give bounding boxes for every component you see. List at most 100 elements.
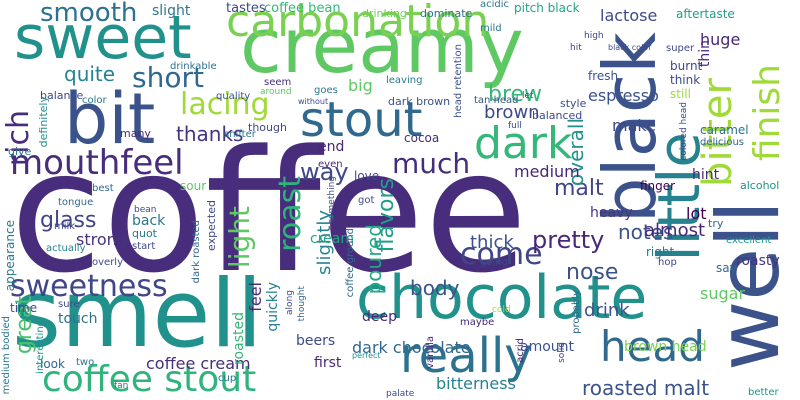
word-way: way xyxy=(300,158,349,186)
word-though: though xyxy=(248,121,287,134)
word-vanilla: vanilla xyxy=(425,336,436,369)
word-solid: solid xyxy=(557,342,567,363)
word-feel: feel xyxy=(246,282,265,312)
word-head: head xyxy=(600,322,705,371)
word-brown: brown xyxy=(484,102,540,123)
word-try: try xyxy=(708,217,724,230)
word-head-retention: head retention xyxy=(453,44,464,118)
word-smooth: smooth xyxy=(40,0,138,28)
word-finish: finish xyxy=(747,64,788,162)
word-burnt: burnt xyxy=(670,59,703,73)
word-cold: cold xyxy=(492,305,511,315)
word-goes: goes xyxy=(314,85,338,96)
word-cocoa: cocoa xyxy=(404,131,440,145)
word-color: color xyxy=(82,95,107,106)
word-brown-head: brown head xyxy=(624,339,707,355)
word-definitely: definitely xyxy=(37,96,50,148)
word-tan-head: tan head xyxy=(474,95,519,106)
word-coffee-stout: coffee stout xyxy=(42,359,257,400)
word-slight: slight xyxy=(152,3,191,19)
word-best: best xyxy=(92,183,114,194)
word-still: still xyxy=(670,87,691,101)
word-think: think xyxy=(670,73,701,87)
word-perfect: perfect xyxy=(352,351,381,360)
word-medium: medium xyxy=(514,162,580,181)
word-thought: thought xyxy=(297,286,307,322)
word-beers: beers xyxy=(296,333,336,349)
word-roasty: roasty xyxy=(736,253,780,269)
word-leaving: leaving xyxy=(386,75,423,86)
word-thick: thick xyxy=(470,232,514,253)
word-quite: quite xyxy=(64,62,116,86)
word-almost: almost xyxy=(644,220,706,241)
word-thanks: thanks xyxy=(176,122,244,146)
word-probably: probably xyxy=(571,290,582,334)
word-make: make xyxy=(612,116,656,135)
word-pitch-black: pitch black xyxy=(514,1,580,15)
word-medium-bodied: medium bodied xyxy=(1,316,12,395)
word-bean: bean xyxy=(134,205,157,215)
word-come: come xyxy=(460,237,543,272)
word-hint: hint xyxy=(692,167,720,183)
word-acrid: acrid xyxy=(515,338,526,363)
word-tongue: tongue xyxy=(58,197,94,208)
word-roast: roast xyxy=(273,176,308,252)
word-expected: expected xyxy=(205,200,218,251)
word-actually: actually xyxy=(46,243,86,254)
word-start: start xyxy=(132,241,156,252)
word-lactose: lactose xyxy=(600,6,658,25)
word-black-color: black color xyxy=(608,43,652,52)
word-much: much xyxy=(392,147,471,180)
word-love: love xyxy=(354,169,380,183)
word-sure: sure xyxy=(58,299,80,310)
word-mild: mild xyxy=(480,23,502,34)
word-creamy: creamy xyxy=(240,1,524,90)
word-super: super xyxy=(666,43,695,54)
word-overly: overly xyxy=(92,257,123,268)
word-big: big xyxy=(348,76,373,95)
word-cream: cream xyxy=(310,231,354,247)
word-dominate: dominate xyxy=(420,7,473,20)
word-notes: notes xyxy=(618,220,674,244)
word-milk: milk xyxy=(54,221,76,232)
word-colored-head: colored head xyxy=(679,102,689,161)
word-interesting: interesting xyxy=(35,320,46,374)
word-carbonation: carbonation xyxy=(226,0,490,47)
word-mouthfeel: mouthfeel xyxy=(10,143,184,183)
word-body: body xyxy=(410,276,460,300)
word-bitterness: bitterness xyxy=(436,374,516,393)
word-dark-brown: dark brown xyxy=(388,95,451,108)
word-roasted-malt: roasted malt xyxy=(582,376,710,400)
word-malt: malt xyxy=(554,176,604,201)
word-around: around xyxy=(260,87,292,97)
word-end: end xyxy=(318,139,345,155)
word-aftertaste: aftertaste xyxy=(676,7,735,21)
word-right: right xyxy=(646,245,675,259)
word-smell: smell xyxy=(12,260,263,369)
word-time: time xyxy=(10,301,38,315)
word-poured: poured xyxy=(362,224,386,295)
word-finger: finger xyxy=(640,179,676,193)
word-even: even xyxy=(318,159,343,170)
word-pretty: pretty xyxy=(532,226,605,254)
word-chocolate: chocolate xyxy=(356,263,648,333)
word-palate: palate xyxy=(386,389,415,399)
word-lacing: lacing xyxy=(180,87,270,122)
word-tastes: tastes xyxy=(226,1,266,16)
word-delicious: delicious xyxy=(700,137,744,148)
word-roasted: roasted xyxy=(231,312,247,365)
word-two: two xyxy=(76,357,95,368)
word-really: really xyxy=(400,328,533,384)
word-dark-roasted: dark roasted xyxy=(191,220,202,284)
word-lot: lot xyxy=(686,204,707,223)
word-quot: quot xyxy=(132,227,157,240)
word-say: say xyxy=(716,261,737,275)
word-hop: hop xyxy=(658,257,677,268)
word-dark: dark xyxy=(474,118,573,169)
word-drinkable: drinkable xyxy=(170,61,217,72)
word-fresh: fresh xyxy=(588,69,619,83)
word-espresso: espresso xyxy=(588,86,659,105)
word-acidic: acidic xyxy=(480,0,510,10)
word-excellent: excellent xyxy=(726,235,772,246)
